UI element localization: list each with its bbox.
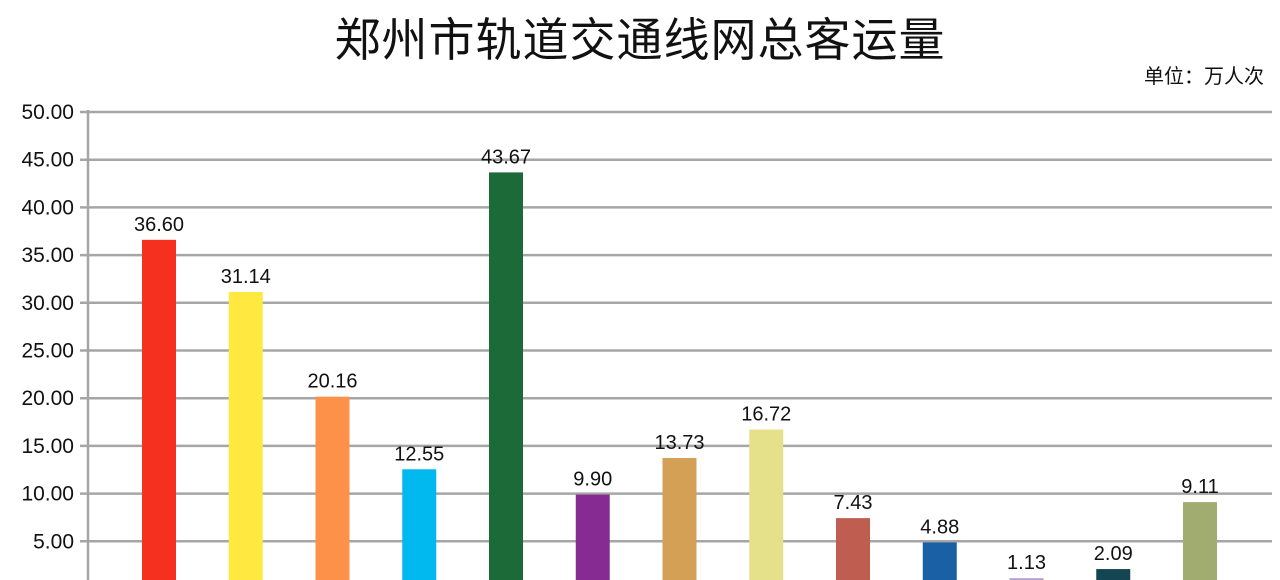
gridlines xyxy=(80,110,1272,543)
y-tick-label: 50.00 xyxy=(21,101,74,124)
data-label: 31.14 xyxy=(221,266,271,288)
bars xyxy=(142,172,1217,580)
bar xyxy=(489,172,523,580)
y-tick-label: 20.00 xyxy=(21,387,74,410)
y-tick-label: 15.00 xyxy=(21,435,74,458)
data-label: 12.55 xyxy=(394,443,444,465)
bar xyxy=(922,542,957,580)
bar xyxy=(228,291,263,580)
bar xyxy=(1009,578,1044,580)
data-label: 2.09 xyxy=(1094,543,1133,565)
bar xyxy=(142,239,176,580)
bar xyxy=(402,469,437,580)
data-label: 4.88 xyxy=(920,516,959,538)
y-tick-label: 40.00 xyxy=(21,196,74,219)
bar xyxy=(1096,569,1131,580)
bar xyxy=(315,396,350,580)
chart-title: 郑州市轨道交通线网总客运量 xyxy=(334,13,946,67)
bar xyxy=(836,518,870,580)
data-label: 13.73 xyxy=(654,432,704,454)
y-tick-label: 5.00 xyxy=(33,530,74,553)
y-axis: 5.00 10.00 15.00 20.00 25.00 30.00 35.00 40.00 4… xyxy=(21,101,90,580)
bar xyxy=(749,429,784,580)
data-label: 9.11 xyxy=(1181,476,1218,498)
data-label: 9.90 xyxy=(573,469,612,491)
data-label: 7.43 xyxy=(834,492,873,514)
y-tick-label: 35.00 xyxy=(21,244,74,267)
y-tick-label: 25.00 xyxy=(21,340,74,363)
y-tick-label: 10.00 xyxy=(21,483,74,506)
unit-label: 单位：万人次 xyxy=(1144,64,1264,88)
bar xyxy=(575,494,610,580)
data-label: 16.72 xyxy=(741,403,791,425)
data-label: 43.67 xyxy=(481,146,531,168)
bar xyxy=(1183,502,1217,580)
data-label: 36.60 xyxy=(134,214,184,236)
data-labels: 36.60 31.14 20.16 12.55 43.67 9.90 13.73 16.72 7… xyxy=(134,146,1219,574)
y-tick-label: 45.00 xyxy=(21,149,74,172)
data-label: 1.13 xyxy=(1007,552,1046,574)
data-label: 20.16 xyxy=(307,371,357,393)
bar xyxy=(662,458,697,580)
y-tick-label: 30.00 xyxy=(21,292,74,315)
